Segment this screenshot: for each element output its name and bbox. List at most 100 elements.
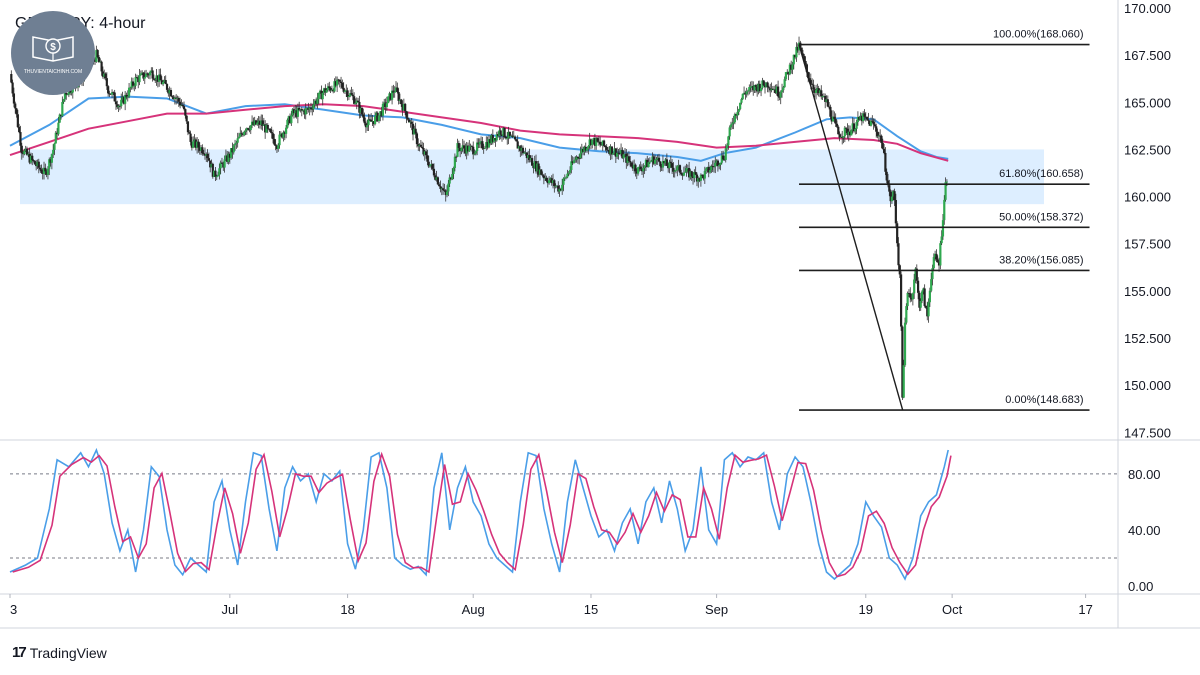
candle-body <box>500 134 504 136</box>
candle-body <box>435 177 438 180</box>
candle-body <box>714 162 717 167</box>
candle-body <box>179 101 182 106</box>
candle-body <box>513 136 517 140</box>
candle-body <box>558 188 561 192</box>
candle-body <box>867 119 870 121</box>
candle-body <box>315 100 318 104</box>
candle-body <box>45 171 48 175</box>
candle-body <box>917 280 920 293</box>
candle-body <box>567 172 570 174</box>
candle-body <box>490 135 493 144</box>
brand-label: TradingView <box>29 644 107 661</box>
price-tick-label: 170.000 <box>1124 1 1171 16</box>
candle-body <box>360 107 364 115</box>
candle-body <box>926 307 929 317</box>
candle-body <box>732 122 735 124</box>
candle-body <box>820 90 823 97</box>
candle-body <box>686 167 689 169</box>
candle-body <box>281 133 284 138</box>
candle-body <box>587 145 590 149</box>
candle-body <box>155 75 158 81</box>
candle-body <box>888 185 891 192</box>
candle-body <box>650 161 653 163</box>
candle-body <box>673 170 676 172</box>
candle-body <box>332 89 335 92</box>
stochastic-tick-label: 40.00 <box>1128 523 1161 538</box>
candle-body <box>227 153 230 162</box>
candle-body <box>299 109 302 111</box>
candle-body <box>754 85 757 87</box>
candle-body <box>42 167 46 174</box>
candle-body <box>372 121 375 125</box>
candle-body <box>343 90 347 92</box>
candle-body <box>137 77 140 83</box>
tradingview-brand[interactable]: 17 TradingView <box>12 644 107 661</box>
candle-body <box>723 159 726 161</box>
candle-body <box>694 171 697 175</box>
candle-body <box>834 118 837 124</box>
candle-body <box>487 139 491 148</box>
candle-body <box>642 168 645 172</box>
candle-body <box>549 178 552 181</box>
candle-body <box>838 134 841 138</box>
candle-body <box>393 91 396 93</box>
candle-body <box>631 166 634 169</box>
candle-body <box>665 159 668 166</box>
candle-body <box>432 168 436 176</box>
candle-body <box>846 128 849 135</box>
candle-body <box>719 162 722 165</box>
candle-body <box>452 167 455 175</box>
candle-body <box>702 174 705 179</box>
candle-body <box>103 73 106 77</box>
candle-body <box>328 86 331 89</box>
candle-body <box>32 160 35 162</box>
candle-body <box>602 140 606 146</box>
candle-body <box>10 74 13 83</box>
candle-body <box>533 161 536 169</box>
candle-body <box>722 155 725 160</box>
candlestick-layer <box>10 36 948 400</box>
candle-body <box>905 306 908 323</box>
candle-body <box>605 147 608 150</box>
time-tick-label: Aug <box>462 602 485 617</box>
candle-body <box>460 148 463 152</box>
candle-body <box>588 139 591 146</box>
candle-body <box>762 80 765 86</box>
candle-body <box>845 127 848 129</box>
candle-body <box>748 87 751 91</box>
candle-body <box>418 144 421 147</box>
price-tick-label: 160.000 <box>1124 190 1171 205</box>
candle-body <box>218 168 221 175</box>
candle-body <box>835 123 839 127</box>
candle-body <box>143 76 146 79</box>
candle-body <box>839 136 843 138</box>
candle-body <box>146 73 149 75</box>
candle-body <box>235 142 238 144</box>
candle-body <box>142 72 145 79</box>
candle-body <box>453 156 456 168</box>
candle-body <box>302 110 305 112</box>
candle-body <box>782 87 785 91</box>
candle-body <box>53 143 56 150</box>
candle-body <box>192 141 195 148</box>
candle-body <box>660 166 663 168</box>
candle-body <box>466 145 470 152</box>
candle-body <box>557 185 560 192</box>
candle-body <box>423 151 426 155</box>
candle-body <box>612 153 615 155</box>
candle-body <box>396 87 399 93</box>
candle-body <box>419 144 422 147</box>
candle-body <box>353 96 356 104</box>
candle-body <box>767 87 771 89</box>
candle-body <box>367 119 370 126</box>
candle-body <box>697 178 700 182</box>
candle-body <box>864 116 867 118</box>
candle-body <box>937 262 941 266</box>
candle-body <box>427 161 430 167</box>
candle-body <box>796 46 799 51</box>
candle-body <box>783 79 786 88</box>
candle-body <box>749 86 752 88</box>
candle-body <box>737 109 740 112</box>
candle-body <box>801 53 805 56</box>
